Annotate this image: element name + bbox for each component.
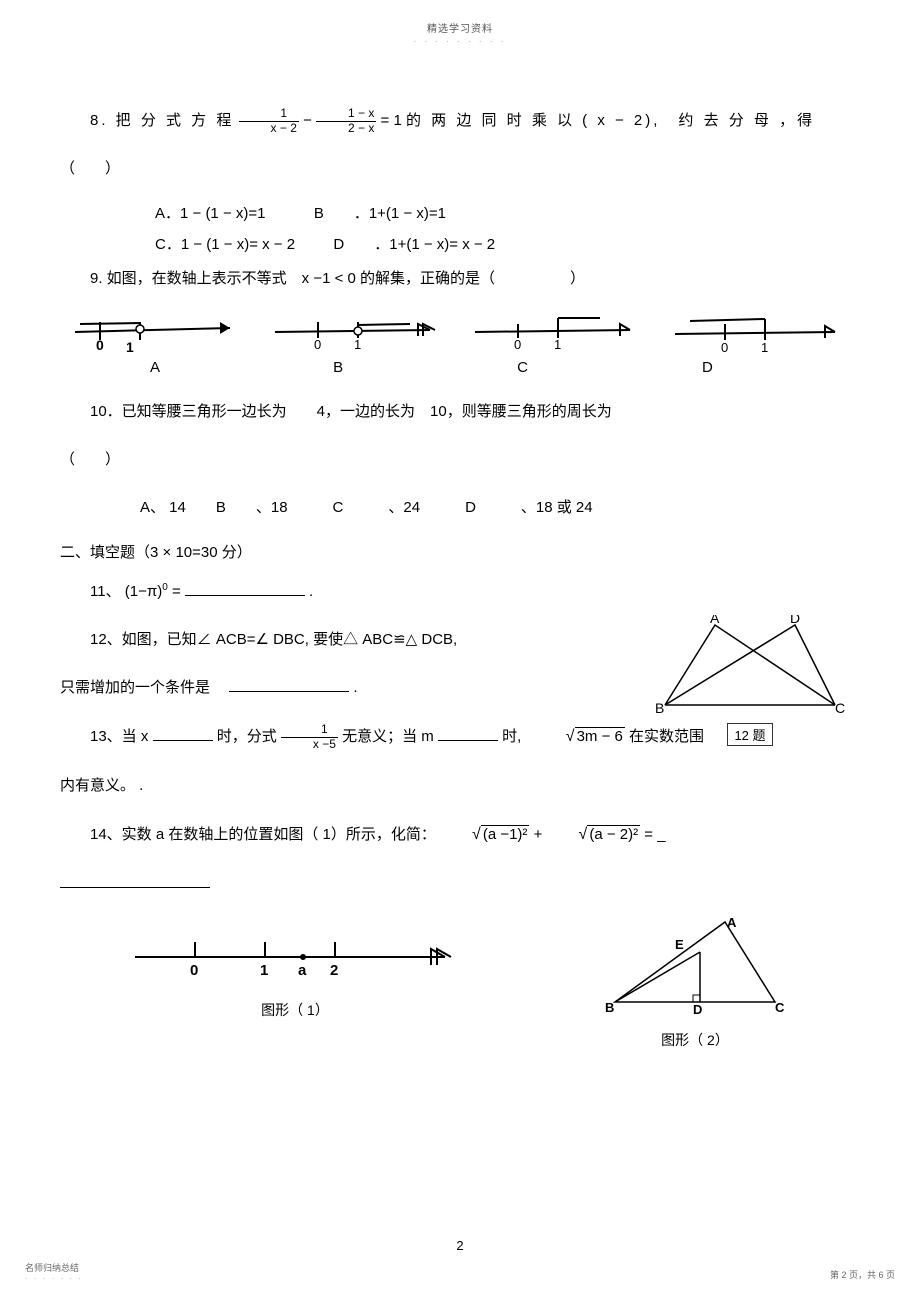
q9-fig-b: 0 1	[270, 312, 450, 352]
q8-opt-cd: C．1 − (1 − x)= x − 2 D ．1+(1 − x)= x − 2	[155, 233, 860, 254]
q9-text: 9. 如图，在数轴上表示不等式 x −1 < 0 的解集，正确的是（ ）	[60, 264, 860, 294]
q8-prefix: 8. 把 分 式 方 程	[90, 112, 234, 129]
q14-fig1: 0 1 a 2 图形（ 1）	[125, 917, 465, 1050]
q8-suffix: 的 两 边 同 时 乘 以 ( x − 2), 约 去 分 母 ，得	[406, 112, 815, 129]
svg-text:1: 1	[354, 337, 361, 352]
footer-left: 名师归纳总结 · · · · · · ·	[25, 1261, 83, 1283]
q14: 14、实数 a 在数轴上的位置如图（ 1）所示，化简： (a −1)² + (a…	[60, 819, 860, 851]
q13-blank1	[153, 728, 213, 741]
q14-sqrt1: (a −1)²	[440, 819, 529, 851]
svg-text:A: A	[727, 917, 737, 930]
q8: 8. 把 分 式 方 程 1 x − 2 − 1 − x 2 − x = 1 的…	[60, 106, 860, 136]
q10-options: A、 14 B 、18 C 、24 D 、18 或 24	[140, 493, 860, 523]
svg-text:C: C	[835, 700, 845, 715]
q14-cap2: 图形（ 2）	[595, 1030, 795, 1050]
q13-line2: 内有意义。 .	[60, 771, 860, 801]
q8-frac1: 1 x − 2	[239, 107, 299, 134]
q12-line1: 12、如图，已知∠ ACB=∠ DBC, 要使△ ABC≌△ DCB,	[60, 625, 560, 655]
svg-text:0: 0	[514, 337, 521, 352]
q14-cap1: 图形（ 1）	[125, 1000, 465, 1020]
svg-text:0: 0	[96, 337, 104, 352]
q11-blank	[185, 583, 305, 596]
svg-text:C: C	[775, 1000, 785, 1015]
svg-text:1: 1	[761, 340, 768, 352]
q12-figure: A D B C 12 题	[650, 615, 850, 745]
svg-text:B: B	[655, 700, 664, 715]
page-number: 2	[456, 1238, 463, 1253]
svg-text:B: B	[605, 1000, 614, 1015]
svg-text:0: 0	[190, 962, 198, 979]
q12-caption: 12 题	[727, 723, 772, 746]
svg-text:E: E	[675, 937, 684, 952]
svg-text:1: 1	[126, 339, 134, 352]
q8-frac2: 1 − x 2 − x	[316, 107, 376, 134]
svg-text:a: a	[298, 962, 307, 979]
q14-fig2: A E B D C 图形（ 2）	[595, 917, 795, 1050]
q14-figures: 0 1 a 2 图形（ 1） A E B D C 图形（ 2）	[60, 917, 860, 1050]
page: 精选学习资料 · · · · · · · · · 8. 把 分 式 方 程 1 …	[0, 0, 920, 1090]
section2-title: 二、填空题（3 × 10=30 分）	[60, 541, 860, 562]
q8-rhs: = 1	[381, 112, 402, 129]
svg-text:D: D	[693, 1002, 702, 1017]
header-title: 精选学习资料	[60, 20, 860, 35]
q8-opt-ab: A．1 − (1 − x)=1 B ．1+(1 − x)=1	[155, 202, 860, 223]
q12-blank	[229, 679, 349, 692]
q9-labels: A B C D	[150, 356, 860, 377]
q14-sqrt2: (a − 2)²	[547, 819, 641, 851]
svg-text:2: 2	[330, 962, 338, 979]
q14-blank	[60, 869, 860, 899]
q13-blank2	[438, 728, 498, 741]
q11: 11、 (1−π)0 = .	[60, 577, 860, 607]
q9-fig-d: 0 1	[670, 312, 850, 352]
q13-sqrt: 3m − 6	[534, 721, 625, 753]
svg-text:A: A	[710, 615, 720, 626]
q9-fig-a: 0 1	[70, 312, 250, 352]
q10-text: 10．已知等腰三角形一边长为 4，一边的长为 10，则等腰三角形的周长为	[60, 397, 860, 427]
svg-text:1: 1	[260, 962, 268, 979]
q9-fig-c: 0 1	[470, 312, 650, 352]
q8-paren: （ ）	[60, 154, 860, 184]
svg-text:1: 1	[554, 337, 561, 352]
header-dots: · · · · · · · · ·	[60, 37, 860, 46]
svg-text:D: D	[790, 615, 800, 626]
q10-paren: （ ）	[60, 445, 860, 475]
svg-text:0: 0	[314, 337, 321, 352]
q13-frac: 1 x −5	[281, 723, 338, 750]
svg-text:0: 0	[721, 340, 728, 352]
footer-right: 第 2 页，共 6 页	[830, 1268, 895, 1281]
q9-figures: 0 1 0 1 0 1 0	[60, 312, 860, 352]
